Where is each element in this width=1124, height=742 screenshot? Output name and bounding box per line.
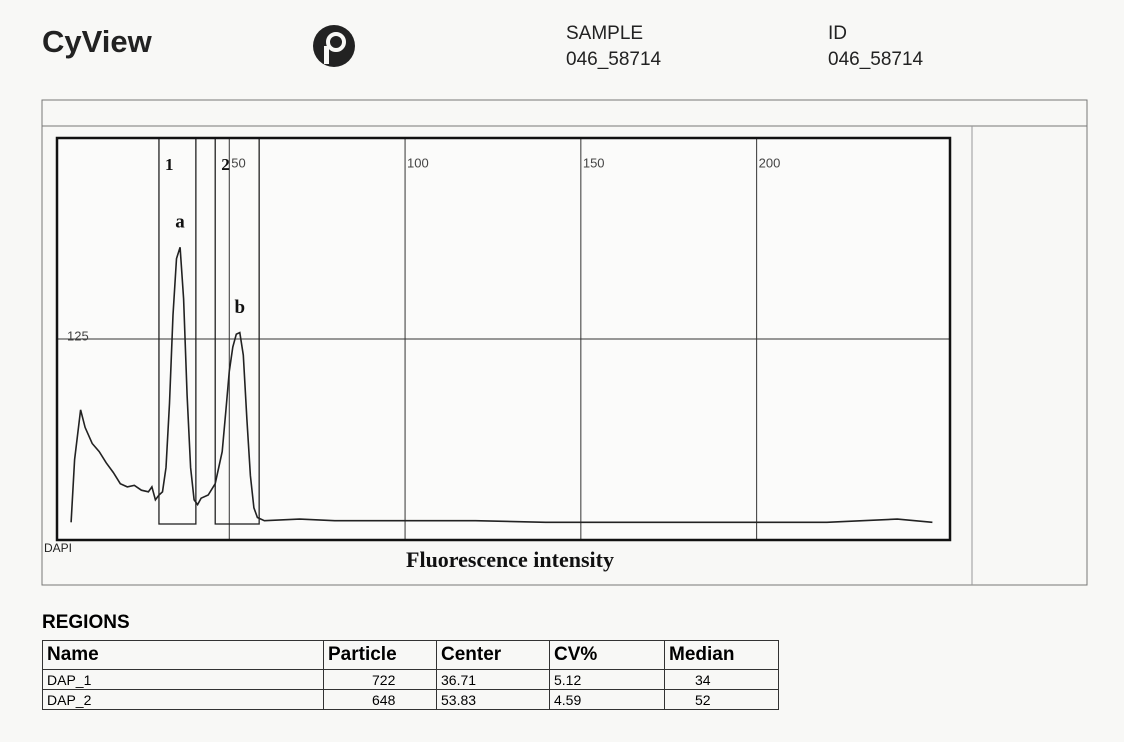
column-header: Center (436, 640, 550, 670)
peak-label: b (235, 297, 246, 318)
histogram-line (70, 247, 933, 524)
y-tick-label: 125 (67, 328, 89, 343)
sample-label: SAMPLE (566, 23, 643, 44)
table-row: DAP_1 722 36.71 5.12 34 (42, 669, 779, 690)
x-tick-label: 100 (407, 155, 429, 170)
axis-name: DAPI (44, 541, 72, 555)
panel-frame (41, 99, 1088, 586)
brand: CyView (42, 24, 153, 59)
table-cell: 4.59 (549, 689, 665, 710)
x-tick-label: 200 (759, 155, 781, 170)
column-header: Name (42, 640, 324, 670)
peak-label: a (175, 212, 185, 233)
table-title: REGIONS (42, 612, 130, 633)
region-label: 1 (165, 155, 174, 174)
x-tick-label: 50 (231, 155, 245, 170)
table-cell: 5.12 (549, 669, 665, 690)
id-label: ID (828, 23, 847, 44)
table-cell: 648 (323, 689, 437, 710)
x-tick-label: 150 (583, 155, 605, 170)
table-header-row: Name Particle Center CV% Median (42, 640, 779, 670)
x-axis-label: Fluorescence intensity (406, 547, 614, 572)
table-cell: 36.71 (436, 669, 550, 690)
table-cell: 52 (664, 689, 779, 710)
logo (313, 25, 355, 67)
regions-table: Name Particle Center CV% Median DAP_1 722 36.71… (42, 640, 779, 710)
sample-value: 046_58714 (566, 49, 662, 70)
column-header: CV% (549, 640, 665, 670)
table-cell: 53.83 (436, 689, 550, 710)
id-value: 046_58714 (828, 49, 924, 70)
column-header: Particle (323, 640, 437, 670)
column-header: Median (664, 640, 779, 670)
table-cell: DAP_1 (42, 669, 324, 690)
plot-frame (55, 136, 952, 542)
table-row: DAP_2 648 53.83 4.59 52 (42, 689, 779, 710)
region-label: 2 (221, 155, 230, 174)
table-cell: DAP_2 (42, 689, 324, 710)
table-cell: 722 (323, 669, 437, 690)
table-cell: 34 (664, 669, 779, 690)
